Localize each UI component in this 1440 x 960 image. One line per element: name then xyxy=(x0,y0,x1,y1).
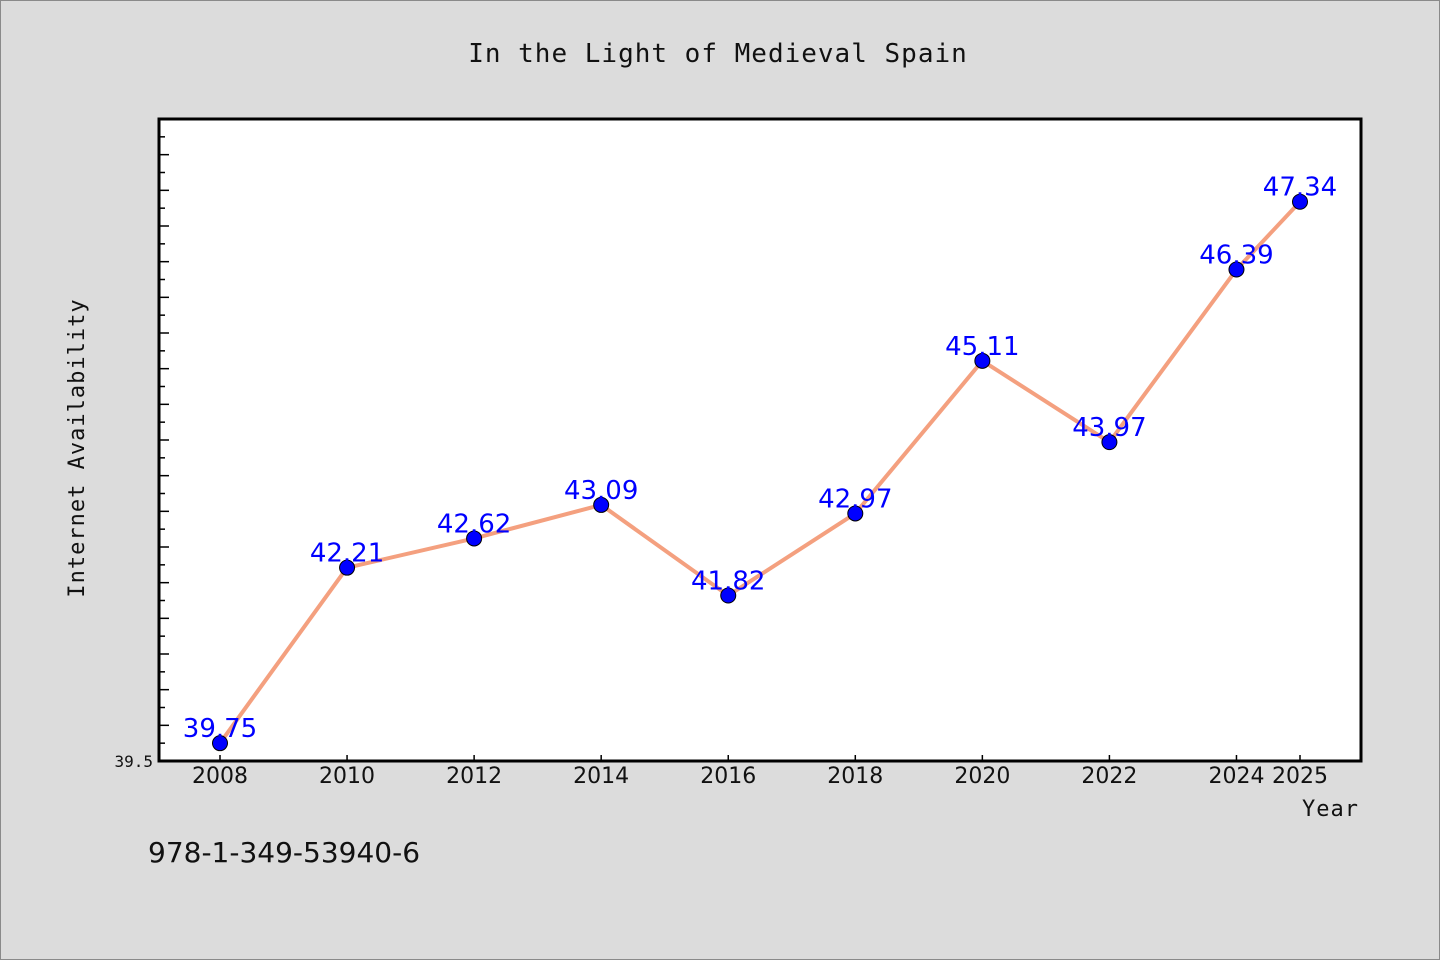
series-line xyxy=(218,200,1302,745)
data-label: 43.97 xyxy=(1072,413,1146,443)
x-tick-label: 2024 xyxy=(1208,764,1264,789)
data-point xyxy=(212,735,228,752)
x-tick-label: 2025 xyxy=(1272,764,1328,789)
data-label: 42.21 xyxy=(310,539,384,569)
data-label: 42.97 xyxy=(818,484,892,514)
data-point xyxy=(720,587,737,604)
data-labels: 39.75 42.21 42.62 43.09 41.82 42.97 45.11 43.97… xyxy=(183,173,1337,744)
data-label: 46.39 xyxy=(1199,241,1273,271)
data-point xyxy=(466,530,483,547)
x-tick-label: 2008 xyxy=(192,764,248,789)
x-tick-label: 2018 xyxy=(827,764,883,789)
data-label: 45.11 xyxy=(945,332,1019,362)
data-label: 41.82 xyxy=(691,567,765,597)
y-axis-ticks xyxy=(159,118,169,762)
data-label: 47.34 xyxy=(1263,173,1337,203)
data-point xyxy=(593,496,610,513)
data-point xyxy=(1101,434,1118,451)
data-point xyxy=(974,352,991,369)
plot-area xyxy=(157,117,1363,763)
series-markers xyxy=(212,193,1308,752)
x-tick-label: 2016 xyxy=(700,764,756,789)
x-tick-label: 2022 xyxy=(1081,764,1137,789)
x-tick-label: 2012 xyxy=(446,764,502,789)
data-label: 39.75 xyxy=(183,714,257,744)
data-label: 43.09 xyxy=(564,476,638,506)
x-axis-label: Year xyxy=(1302,797,1359,822)
data-point xyxy=(847,505,864,522)
x-tick-label: 2014 xyxy=(573,764,629,789)
data-point xyxy=(1228,261,1245,278)
chart-title: In the Light of Medieval Spain xyxy=(468,39,968,69)
isbn-label: 978-1-349-53940-6 xyxy=(148,836,420,869)
data-point xyxy=(339,559,356,576)
x-tick-label: 2020 xyxy=(954,764,1010,789)
y-tick-label: 39.5 xyxy=(114,752,153,771)
x-tick-label: 2010 xyxy=(319,764,375,789)
data-label: 42.62 xyxy=(437,509,511,539)
x-axis-ticks: 2008 2010 2012 2014 2016 2018 2020 2022 2024 2025 xyxy=(192,755,1328,789)
y-axis-label: Internet Availability xyxy=(65,298,90,597)
data-point xyxy=(1292,193,1308,210)
